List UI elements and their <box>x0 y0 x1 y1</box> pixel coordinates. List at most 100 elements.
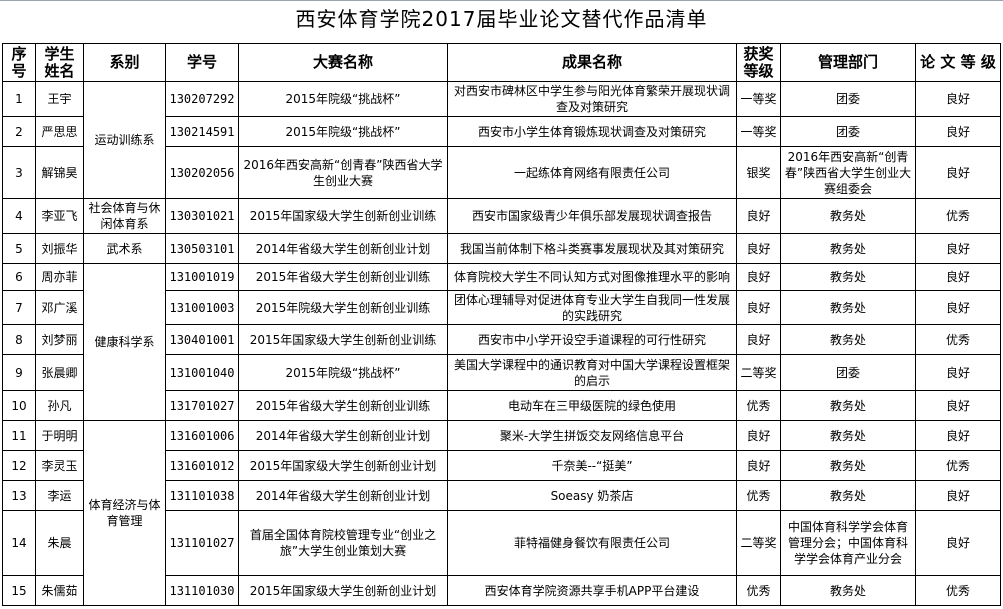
thesis-grade: 优秀 <box>915 575 1001 606</box>
row-number: 1 <box>2 81 36 117</box>
managing-dept: 教务处 <box>780 198 916 234</box>
header-row: 序号 学生姓名 系别 学号 大赛名称 成果名称 获奖等级 管理部门 论 文 等 … <box>2 43 1001 82</box>
thesis-grade: 良好 <box>915 290 1001 325</box>
managing-dept: 2016年西安高新“创青春”陕西省大学生创业大赛组委会 <box>780 146 916 199</box>
row-number: 8 <box>2 324 36 355</box>
table-row: 2 严思思 130214591 2015年院级“挑战杯” 西安市小学生体育锻炼现状调查及… <box>2 116 1001 147</box>
award-level: 一等奖 <box>736 81 781 117</box>
row-number: 11 <box>2 420 36 451</box>
student-id: 130401001 <box>165 324 239 355</box>
award-level: 良好 <box>736 263 781 291</box>
row-number: 13 <box>2 480 36 511</box>
row-number: 4 <box>2 198 36 234</box>
contest-name: 2014年省级大学生创新创业计划 <box>238 420 448 451</box>
contest-name: 2015年院级大学生创新创业训练 <box>238 290 448 325</box>
student-id: 130207292 <box>165 81 239 117</box>
header-manager: 管理部门 <box>780 43 916 82</box>
header-no: 序号 <box>2 43 36 82</box>
managing-dept: 教务处 <box>780 575 916 606</box>
student-name: 刘梦丽 <box>35 324 84 355</box>
result-name: Soeasy 奶茶店 <box>447 480 737 511</box>
student-id: 131101027 <box>165 510 239 576</box>
result-name: 聚米-大学生拼饭交友网络信息平台 <box>447 420 737 451</box>
result-name: 美国大学课程中的通识教育对中国大学课程设置框架的启示 <box>447 354 737 391</box>
student-name: 朱晨 <box>35 510 84 576</box>
award-level: 良好 <box>736 450 781 481</box>
thesis-grade: 优秀 <box>915 450 1001 481</box>
result-name: 西安市小学生体育锻炼现状调查及对策研究 <box>447 116 737 147</box>
contest-name: 2015年省级大学生创新创业训练 <box>238 390 448 421</box>
student-name: 邓广溪 <box>35 290 84 325</box>
table-row: 8 刘梦丽 130401001 2015年国家级大学生创新创业训练 西安市中小学开设空手… <box>2 324 1001 355</box>
result-name: 西安市国家级青少年俱乐部发展现状调查报告 <box>447 198 737 234</box>
result-name: 我国当前体制下格斗类赛事发展现状及其对策研究 <box>447 233 737 264</box>
page-title: 西安体育学院2017届毕业论文替代作品清单 <box>295 7 708 31</box>
award-level: 二等奖 <box>736 354 781 391</box>
student-name: 李运 <box>35 480 84 511</box>
managing-dept: 团委 <box>780 354 916 391</box>
managing-dept: 教务处 <box>780 450 916 481</box>
award-level: 一等奖 <box>736 116 781 147</box>
table-row: 10 孙凡 131701027 2015年省级大学生创新创业训练 电动车在三甲级医院的绿… <box>2 390 1001 421</box>
contest-name: 2015年国家级大学生创新创业计划 <box>238 575 448 606</box>
student-name: 刘振华 <box>35 233 84 264</box>
award-level: 二等奖 <box>736 510 781 576</box>
result-name: 团体心理辅导对促进体育专业大学生自我同一性发展的实践研究 <box>447 290 737 325</box>
header-student-id: 学号 <box>165 43 239 82</box>
result-name: 西安市中小学开设空手道课程的可行性研究 <box>447 324 737 355</box>
student-id: 131001003 <box>165 290 239 325</box>
table-row: 6 周亦菲 健康科学系 131001019 2015年省级大学生创新创业训练 体育院校大学… <box>2 263 1001 421</box>
contest-name: 2015年院级“挑战杯” <box>238 354 448 391</box>
row-number: 7 <box>2 290 36 325</box>
student-id: 130214591 <box>165 116 239 147</box>
award-level: 优秀 <box>736 390 781 421</box>
student-name: 王宇 <box>35 81 84 117</box>
department-cell: 运动训练系 <box>83 81 166 199</box>
award-level: 优秀 <box>736 575 781 606</box>
header-student-name: 学生姓名 <box>35 43 84 82</box>
table-row: 5 刘振华 武术系 130503101 2014年省级大学生创新创业计划 我国当前体制下格… <box>2 233 1001 264</box>
award-level: 良好 <box>736 198 781 234</box>
row-number: 10 <box>2 390 36 421</box>
thesis-grade: 良好 <box>915 116 1001 147</box>
student-name: 张晨卿 <box>35 354 84 391</box>
thesis-grade: 良好 <box>915 146 1001 199</box>
contest-name: 2015年院级“挑战杯” <box>238 116 448 147</box>
row-number: 2 <box>2 116 36 147</box>
contest-name: 2015年院级“挑战杯” <box>238 81 448 117</box>
student-id: 130503101 <box>165 233 239 264</box>
contest-name: 2015年省级大学生创新创业训练 <box>238 263 448 291</box>
table-row: 7 邓广溪 131001003 2015年院级大学生创新创业训练 团体心理辅导对促进体育… <box>2 290 1001 325</box>
thesis-grade: 优秀 <box>915 324 1001 355</box>
table-row: 4 李亚飞 社会体育与休闲体育系 130301021 2015年国家级大学生创新创业训练… <box>2 198 1001 234</box>
managing-dept: 教务处 <box>780 290 916 325</box>
header-thesis-grade: 论 文 等 级 <box>915 43 1001 82</box>
contest-name: 2014年省级大学生创新创业计划 <box>238 480 448 511</box>
student-id: 130202056 <box>165 146 239 199</box>
header-award: 获奖等级 <box>736 43 781 82</box>
table-row: 12 李灵玉 131601012 2015年国家级大学生创新创业计划 千奈美--“挺美”… <box>2 450 1001 481</box>
table-row: 14 朱晨 131101027 首届全国体育院校管理专业“创业之旅”大学生创业策划大赛… <box>2 510 1001 576</box>
award-level: 银奖 <box>736 146 781 199</box>
award-level: 良好 <box>736 233 781 264</box>
department-cell: 社会体育与休闲体育系 <box>83 198 166 234</box>
student-id: 131101038 <box>165 480 239 511</box>
table-row: 15 朱儒茹 131101030 2015年国家级大学生创新创业计划 西安体育学院资源共… <box>2 575 1001 606</box>
managing-dept: 中国体育科学学会体育管理分会；中国体育科学学会体育产业分会 <box>780 510 916 576</box>
header-contest: 大赛名称 <box>238 43 448 82</box>
contest-name: 2015年国家级大学生创新创业训练 <box>238 198 448 234</box>
student-id: 131601006 <box>165 420 239 451</box>
department-cell: 体育经济与体育管理 <box>83 420 166 606</box>
works-table: 序号 学生姓名 系别 学号 大赛名称 成果名称 获奖等级 管理部门 论 文 等 … <box>2 43 1001 606</box>
student-name: 周亦菲 <box>35 263 84 291</box>
table-body: 1 王宇 运动训练系 130207292 2015年院级“挑战杯” 对西安市碑林区中学生参… <box>2 81 1001 606</box>
student-name: 朱儒茹 <box>35 575 84 606</box>
thesis-grade: 良好 <box>915 233 1001 264</box>
header-department: 系别 <box>83 43 166 82</box>
student-name: 于明明 <box>35 420 84 451</box>
contest-name: 2015年国家级大学生创新创业训练 <box>238 324 448 355</box>
thesis-grade: 良好 <box>915 480 1001 511</box>
result-name: 西安体育学院资源共享手机APP平台建设 <box>447 575 737 606</box>
department-cell: 健康科学系 <box>83 263 166 421</box>
table-row: 13 李运 131101038 2014年省级大学生创新创业计划 Soeasy 奶茶店优… <box>2 480 1001 511</box>
